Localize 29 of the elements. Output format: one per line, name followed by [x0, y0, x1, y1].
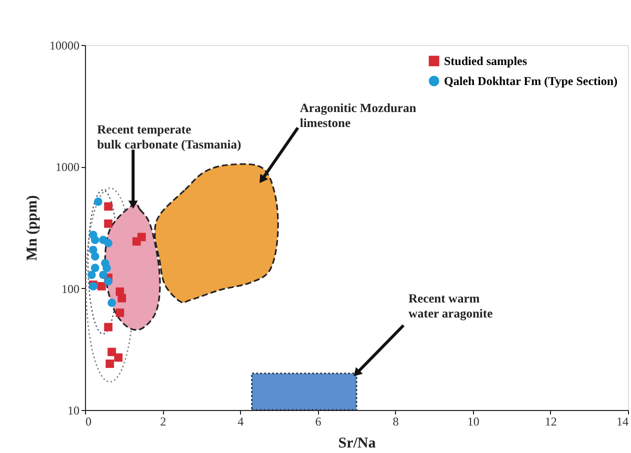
annotation: Aragonitic Mozduran limestone: [300, 100, 416, 130]
point: [90, 264, 100, 272]
y-tick-label: 100: [62, 282, 80, 296]
y-tick-label: 10: [68, 404, 80, 418]
point: [106, 360, 114, 368]
y-tick-label: 1000: [56, 160, 80, 174]
point: [90, 236, 100, 244]
x-axis-title: Sr/Na: [338, 436, 376, 452]
x-tick-label: 6: [315, 414, 322, 428]
x-tick-label: 2: [160, 414, 166, 428]
point: [94, 198, 102, 206]
x-tick-label: 14: [616, 414, 628, 428]
annotation: Recent warm water aragonite: [408, 291, 494, 320]
point: [114, 353, 123, 362]
point: [87, 270, 96, 280]
y-tick-label: 10000: [50, 38, 80, 52]
point: [108, 348, 116, 356]
x-tick-label: 8: [392, 414, 399, 428]
legend-label: Studied samples: [444, 54, 528, 68]
point: [97, 282, 106, 290]
y-axis-title: Mn (ppm): [24, 195, 40, 261]
x-tick-label: 10: [467, 414, 480, 428]
annotation: Recent temperate bulk carbonate (Tasmania): [97, 122, 242, 152]
x-tick-label: 4: [238, 414, 244, 428]
point: [90, 252, 100, 261]
x-tick-label: 0: [86, 414, 92, 428]
legend-label: Qaleh Dokhtar Fm (Type Section): [444, 74, 618, 88]
x-tick-label: 12: [544, 414, 557, 428]
point: [88, 246, 98, 254]
